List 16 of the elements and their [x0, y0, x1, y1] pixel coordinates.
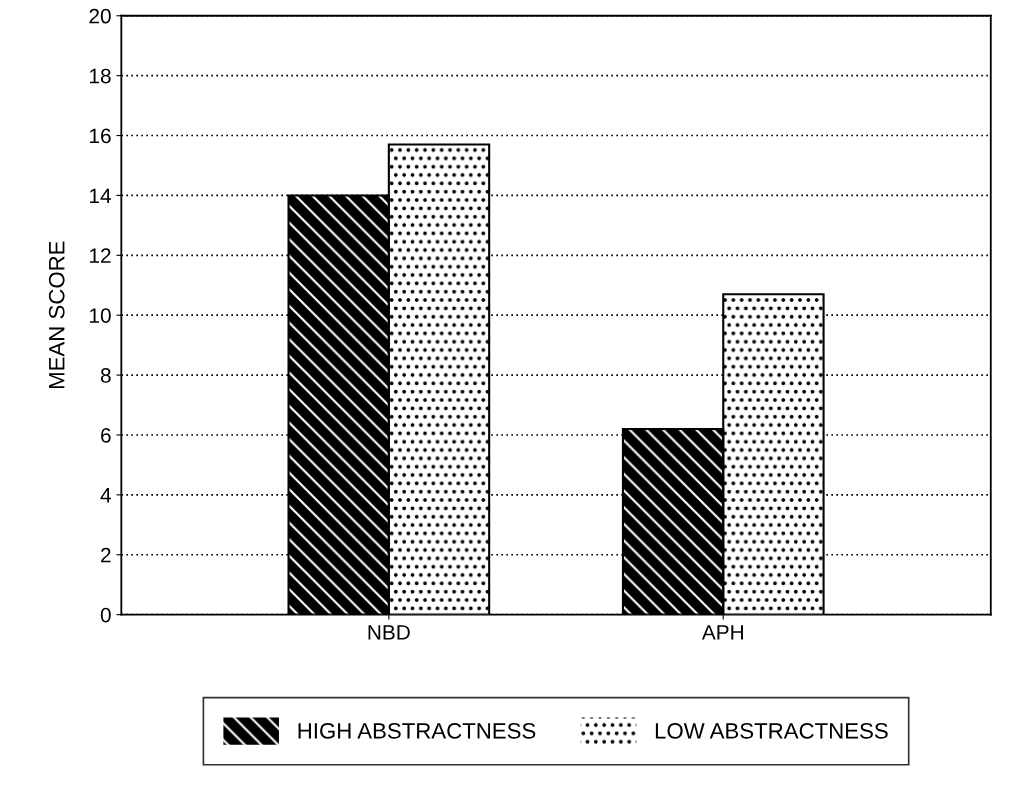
y-tick-label: 0	[100, 607, 111, 623]
legend-label: HIGH ABSTRACTNESS	[298, 722, 536, 739]
y-tick-label: 12	[90, 248, 111, 263]
x-tick-label: APH	[701, 625, 743, 640]
y-tick-label: 8	[100, 368, 111, 383]
y-tick-label: 14	[90, 188, 111, 203]
y-tick-label: 18	[90, 68, 111, 84]
y-tick-label: 16	[90, 128, 111, 144]
x-tick-label: NBD	[368, 625, 410, 640]
y-tick-label: 6	[101, 427, 111, 443]
y-tick-label: 20	[89, 8, 111, 24]
y-axis-title: MEAN SCORE	[48, 241, 65, 389]
y-tick-label: 2	[101, 547, 111, 563]
legend-label: LOW ABSTRACTNESS	[655, 722, 888, 739]
y-tick-label: 4	[100, 488, 111, 503]
y-tick-label: 10	[90, 308, 111, 323]
